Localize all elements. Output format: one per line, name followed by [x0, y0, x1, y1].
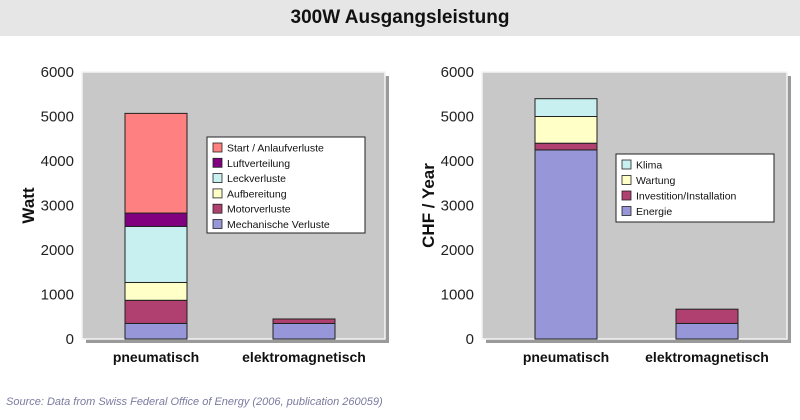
chart1-legend-swatch [212, 203, 223, 214]
chart2-legend [615, 153, 775, 223]
chart2-bar-cat1-seg4 [534, 98, 598, 117]
chart1-category-label: elektromagnetisch [242, 349, 366, 365]
chart1-legend-swatch [212, 173, 223, 184]
chart2-y-axis-label: CHF / Year [419, 163, 438, 248]
source-note: Source: Data from Swiss Federal Office o… [6, 396, 383, 408]
chart1-bar-cat1-seg1 [124, 322, 188, 340]
chart1-category-label: pneumatisch [113, 349, 199, 365]
chart2-y-tick-label: 0 [466, 331, 474, 348]
chart2-y-tick-label: 6000 [441, 64, 474, 81]
chart1-bar-cat1-seg6 [124, 112, 188, 214]
chart1-bar-cat1-seg4 [124, 225, 188, 283]
chart2-legend-label: Investition/Installation [636, 191, 737, 203]
chart1-bar-cat1-seg3 [124, 281, 188, 301]
chart2-legend-label: Wartung [636, 175, 675, 187]
chart2-bar-cat1-seg3 [534, 116, 598, 144]
chart1-legend-label: Luftverteilung [227, 158, 290, 170]
chart2-legend-label: Energie [636, 206, 672, 218]
chart2-y-tick-label: 3000 [441, 198, 474, 215]
chart2-y-tick-label: 1000 [441, 287, 474, 304]
chart1-legend-label: Start / Anlaufverluste [227, 143, 324, 155]
chart1-y-axis-label: Watt [19, 187, 38, 224]
chart1-legend-swatch [212, 188, 223, 199]
chart2-bar-cat2-seg1 [675, 322, 739, 340]
chart2-y-tick-label: 2000 [441, 242, 474, 259]
chart1-bar-cat2-seg2 [272, 318, 336, 324]
chart2-legend-swatch [621, 206, 632, 216]
chart2-legend-swatch [621, 159, 632, 170]
chart2-y-tick-label: 5000 [441, 109, 474, 126]
chart2-category-label: elektromagnetisch [645, 349, 769, 365]
chart1-y-tick-label: 5000 [41, 109, 74, 126]
chart1-y-tick-label: 1000 [41, 287, 74, 304]
page-title: 300W Ausgangsleistung [290, 7, 510, 28]
chart1-y-tick-label: 2000 [41, 242, 74, 259]
chart2-y-tick-label: 4000 [441, 153, 474, 170]
chart1-y-tick-label: 4000 [41, 153, 74, 170]
chart1-legend-swatch [212, 157, 223, 168]
title-bar: 300W Ausgangsleistung [0, 0, 800, 36]
chart1-bar-cat2-seg1 [272, 322, 336, 340]
chart1-y-tick-label: 6000 [41, 64, 74, 81]
chart1-legend-label: Motorverluste [227, 204, 291, 216]
chart2-legend-label: Klima [636, 160, 662, 172]
chart1-legend-label: Leckverluste [227, 173, 286, 185]
chart1-y-tick-label: 3000 [41, 198, 74, 215]
chart2-legend-swatch [621, 190, 632, 201]
chart2-bar-cat1-seg1 [534, 149, 598, 340]
chart1-legend-label: Aufbereitung [227, 188, 287, 200]
chart1-legend-label: Mechanische Verluste [227, 219, 330, 231]
chart2-bar-cat1-seg2 [534, 142, 598, 151]
chart2-bar-cat2-seg2 [675, 308, 739, 324]
chart2-category-label: pneumatisch [523, 349, 609, 365]
chart1-bar-cat1-seg2 [124, 299, 188, 324]
chart1-y-tick-label: 0 [66, 331, 74, 348]
chart2-legend-swatch [621, 175, 632, 185]
chart1-legend-swatch [212, 142, 223, 153]
chart1-legend-swatch [212, 219, 223, 229]
chart1-legend [206, 136, 366, 234]
chart1-bar-cat1-seg5 [124, 212, 188, 227]
